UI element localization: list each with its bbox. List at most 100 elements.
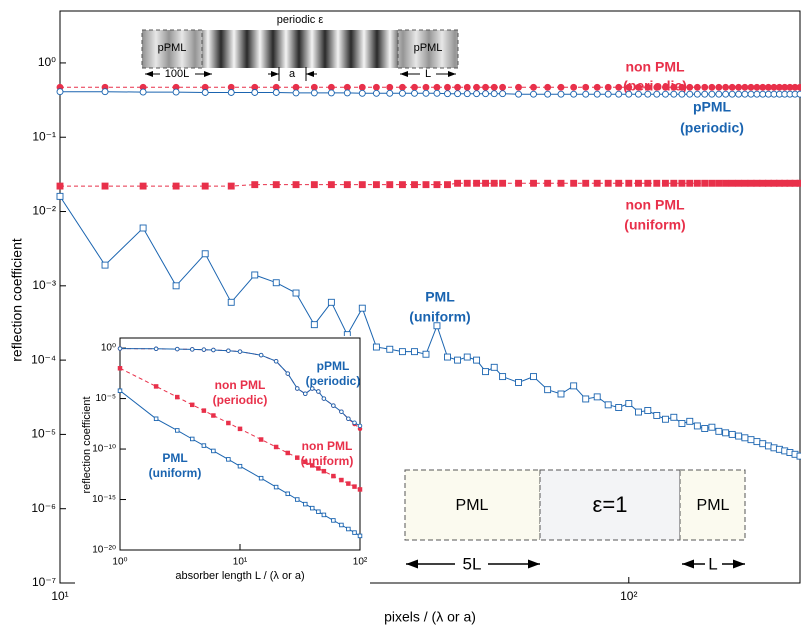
series-label: (periodic): [680, 120, 744, 136]
marker: [346, 481, 351, 486]
marker: [358, 89, 366, 97]
marker: [292, 89, 300, 97]
marker: [226, 348, 231, 353]
marker: [258, 475, 264, 481]
marker: [153, 416, 159, 422]
marker: [753, 179, 761, 187]
marker: [292, 181, 300, 189]
marker: [422, 181, 430, 189]
marker: [444, 181, 451, 189]
y-tick-label: 10⁻⁵: [95, 393, 116, 404]
marker: [473, 90, 481, 98]
marker: [499, 90, 507, 98]
x-tick-label: 10¹: [233, 557, 248, 568]
marker: [747, 83, 755, 91]
marker: [201, 250, 209, 258]
series-label: non PML: [625, 197, 685, 213]
y-tick-label: 10⁰: [38, 55, 56, 69]
marker: [693, 422, 701, 430]
marker: [386, 89, 394, 97]
marker: [398, 83, 406, 91]
y-tick-label: 10⁻⁴: [31, 352, 56, 366]
marker: [582, 395, 590, 403]
marker: [331, 403, 336, 408]
marker: [454, 90, 462, 98]
marker: [653, 90, 661, 98]
marker: [172, 282, 180, 290]
marker: [653, 179, 661, 187]
marker: [411, 348, 418, 356]
marker: [398, 89, 406, 97]
marker: [715, 427, 723, 435]
schematic-label: pPML: [158, 42, 187, 54]
marker: [398, 348, 406, 356]
marker: [759, 179, 767, 187]
marker: [211, 448, 216, 454]
marker: [604, 90, 612, 98]
marker: [473, 179, 481, 187]
marker: [530, 373, 537, 381]
marker: [372, 89, 380, 97]
series-label: (periodic): [213, 393, 268, 407]
marker: [653, 83, 661, 91]
schematic-label: a: [289, 68, 296, 80]
marker: [701, 83, 709, 91]
marker: [285, 450, 291, 456]
marker: [708, 423, 716, 431]
pml-box: [397, 29, 459, 69]
marker: [175, 428, 180, 433]
marker: [582, 90, 590, 98]
marker: [343, 89, 351, 97]
marker: [473, 83, 481, 91]
marker: [728, 430, 736, 438]
series-label: (periodic): [623, 78, 687, 94]
x-tick-label: 10⁰: [112, 557, 127, 568]
marker: [310, 181, 318, 189]
marker: [686, 179, 694, 187]
marker: [722, 90, 730, 98]
marker: [285, 371, 291, 376]
series-label: PML: [425, 289, 455, 305]
marker: [728, 83, 736, 91]
marker: [670, 413, 678, 421]
marker: [686, 90, 694, 98]
marker: [661, 83, 669, 91]
marker: [372, 343, 380, 351]
marker: [604, 401, 612, 409]
marker: [625, 400, 633, 408]
marker: [316, 509, 321, 514]
marker: [237, 463, 243, 469]
marker: [557, 390, 565, 398]
marker: [339, 522, 344, 528]
marker: [759, 90, 767, 98]
marker: [544, 386, 552, 394]
marker: [708, 83, 716, 91]
series-label: pPML: [317, 359, 350, 373]
marker: [153, 384, 159, 389]
marker: [708, 90, 716, 98]
marker: [490, 83, 498, 91]
marker: [139, 224, 147, 232]
marker: [316, 389, 321, 394]
pml-box: [141, 29, 203, 69]
marker: [153, 346, 159, 352]
marker: [670, 90, 678, 98]
marker: [398, 181, 406, 189]
x-tick-label: 10²: [620, 589, 637, 603]
marker: [615, 179, 623, 187]
marker: [482, 83, 490, 91]
marker: [635, 179, 642, 187]
marker: [693, 90, 701, 98]
marker: [251, 181, 259, 189]
marker: [499, 373, 507, 381]
marker: [295, 455, 300, 460]
x-tick-label: 10¹: [51, 589, 68, 603]
marker: [701, 425, 709, 432]
marker: [557, 90, 565, 98]
marker: [327, 298, 335, 306]
marker: [463, 90, 471, 98]
y-tick-label: 10⁻²: [32, 204, 56, 218]
marker: [433, 83, 441, 91]
marker: [570, 382, 578, 390]
marker: [295, 497, 300, 502]
